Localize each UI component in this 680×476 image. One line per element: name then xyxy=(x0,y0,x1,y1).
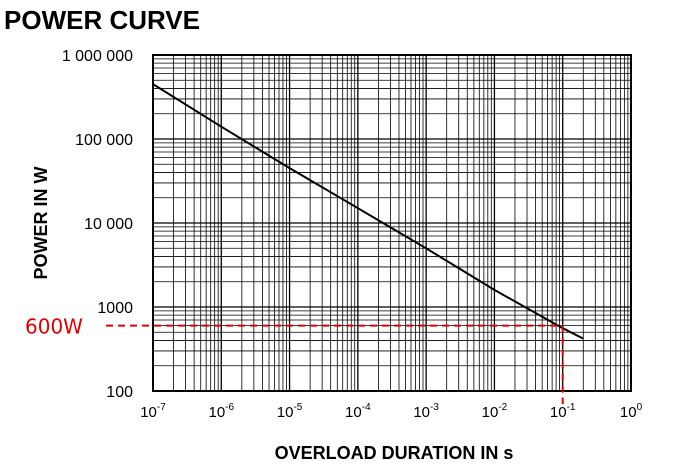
x-tick-label: 10-6 xyxy=(208,402,234,421)
y-tick-label: 100 xyxy=(106,384,133,401)
x-tick-label: 10-1 xyxy=(550,402,576,421)
x-tick-label: 10-2 xyxy=(482,402,508,421)
annotation-label: 600W xyxy=(25,315,83,339)
y-tick-labels: 100 1000 10 000 100 000 1 000 000 xyxy=(62,48,133,401)
power-curve-line xyxy=(152,83,584,340)
annotation-layer: 600W xyxy=(25,315,564,404)
series-layer xyxy=(152,83,584,340)
x-tick-labels: 10-7 10-6 10-5 10-4 10-3 10-2 10-1 100 xyxy=(140,402,642,421)
x-tick-label: 10-7 xyxy=(140,402,166,421)
x-tick-label: 10-3 xyxy=(413,402,439,421)
x-axis-label: OVERLOAD DURATION IN s xyxy=(275,443,514,463)
grid xyxy=(152,55,631,392)
plot-frame xyxy=(152,54,632,392)
chart-title: POWER CURVE xyxy=(4,5,200,35)
y-axis-label: POWER IN W xyxy=(31,166,51,279)
y-tick-label: 1 000 000 xyxy=(62,48,133,65)
x-tick-label: 10-4 xyxy=(345,402,371,421)
x-tick-label: 100 xyxy=(620,402,643,421)
y-tick-label: 1000 xyxy=(97,300,133,317)
y-tick-label: 10 000 xyxy=(84,216,133,233)
x-tick-label: 10-5 xyxy=(277,402,303,421)
y-tick-label: 100 000 xyxy=(75,132,133,149)
